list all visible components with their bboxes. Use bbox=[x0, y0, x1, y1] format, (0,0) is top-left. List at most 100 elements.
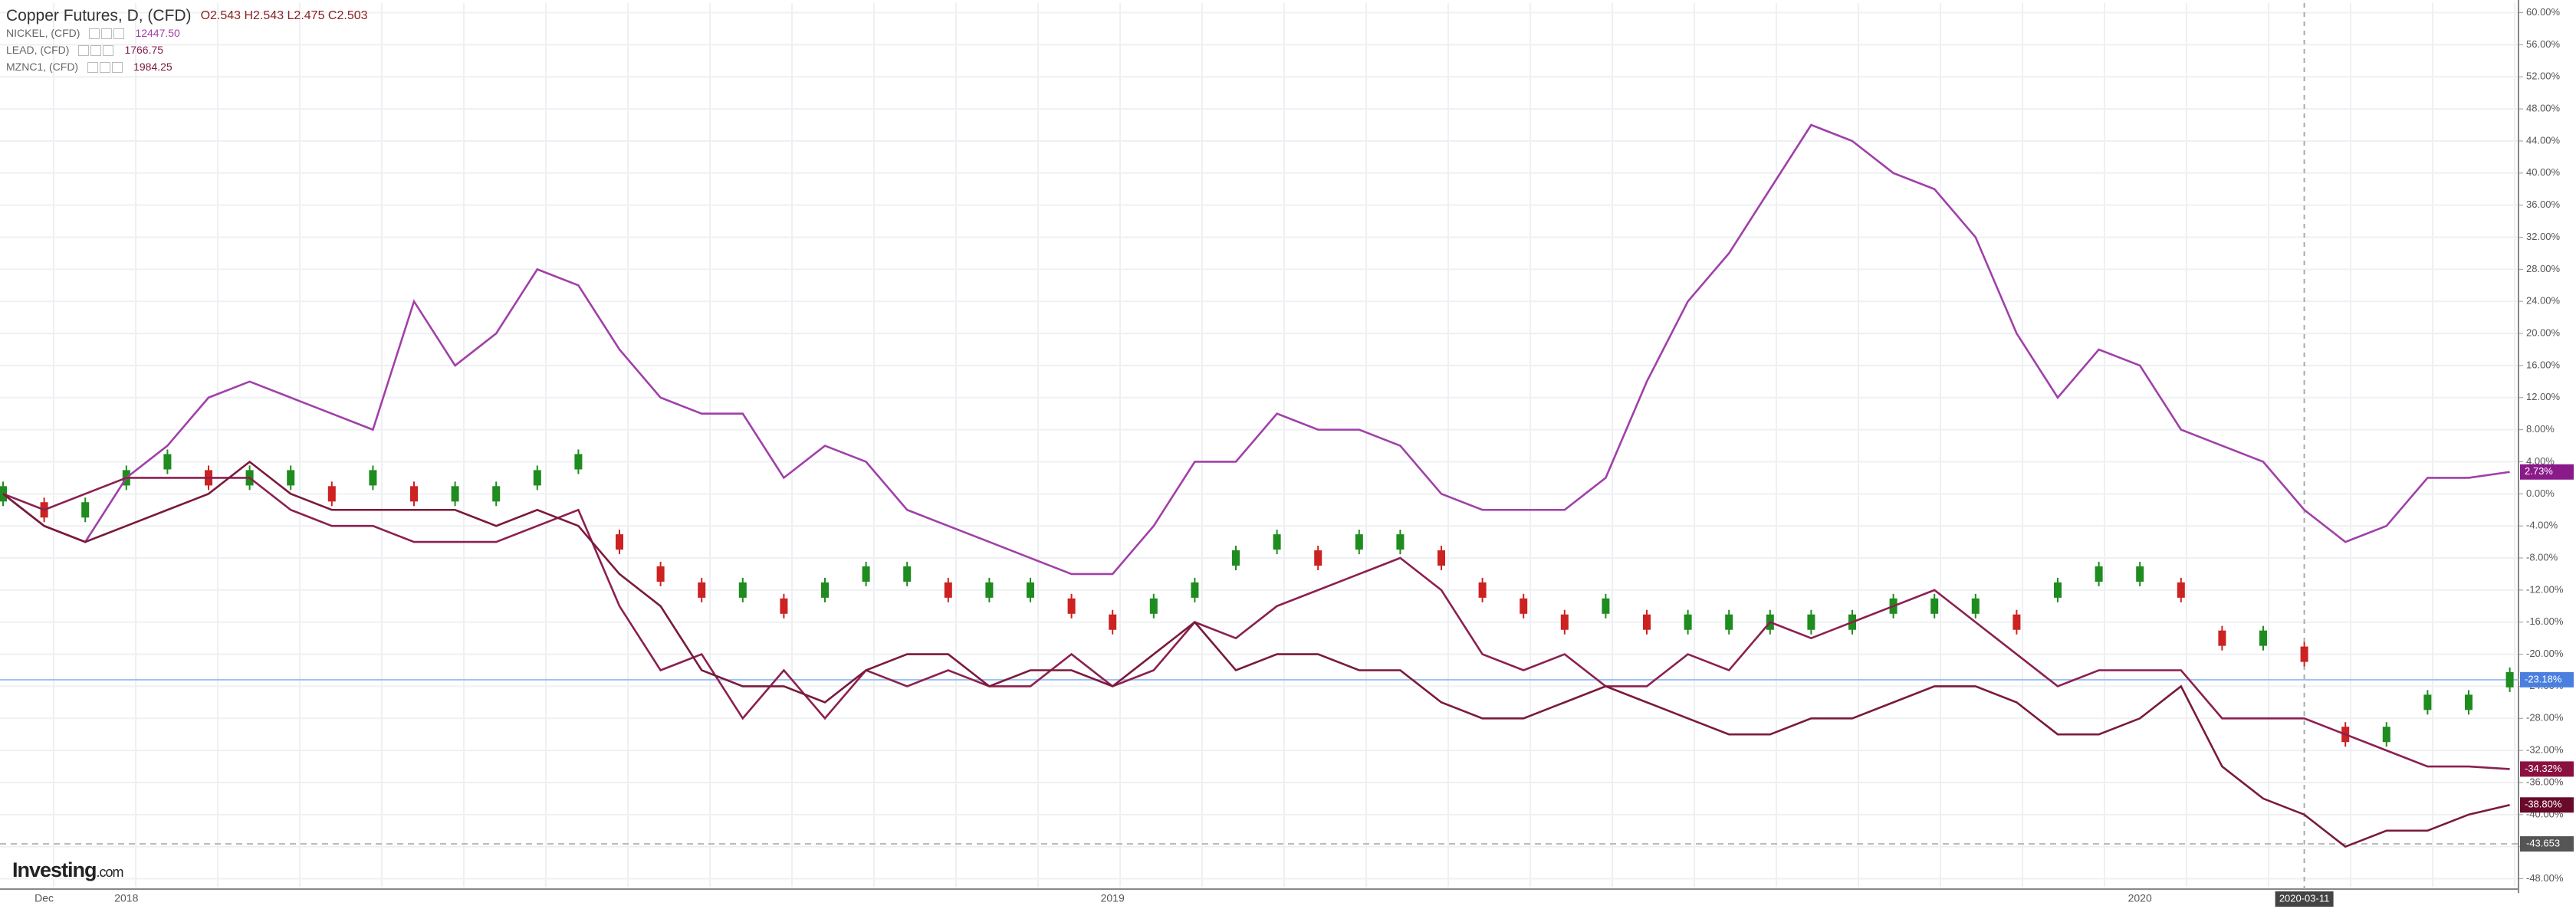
candle bbox=[327, 481, 336, 507]
candle-body bbox=[1438, 550, 1445, 566]
y-tick-label: 52.00% bbox=[2526, 71, 2561, 82]
legend-buttons bbox=[87, 58, 124, 75]
candle-body bbox=[1807, 614, 1815, 630]
candle-body bbox=[163, 454, 172, 470]
candle-body bbox=[862, 566, 870, 582]
candle-body bbox=[2054, 582, 2062, 598]
y-tick-label: 24.00% bbox=[2526, 295, 2561, 307]
candle-body bbox=[2259, 630, 2267, 646]
y-tick-label: 32.00% bbox=[2526, 231, 2561, 242]
legend-button[interactable] bbox=[89, 28, 100, 40]
candle-body bbox=[944, 582, 952, 598]
candle bbox=[410, 481, 418, 507]
y-tick-label: 8.00% bbox=[2526, 423, 2555, 435]
y-tick-label: 4.00% bbox=[2526, 455, 2555, 467]
candle-body bbox=[369, 470, 377, 486]
y-tick-label: 0.00% bbox=[2526, 487, 2555, 499]
candle bbox=[738, 577, 747, 602]
legend-button[interactable] bbox=[101, 28, 113, 40]
y-tick-label: -48.00% bbox=[2526, 872, 2564, 884]
series-line bbox=[2, 477, 2510, 770]
candle bbox=[2259, 625, 2267, 651]
legend-button[interactable] bbox=[112, 62, 123, 74]
candle bbox=[451, 481, 459, 507]
candle-body bbox=[985, 582, 994, 598]
y-tick-label: -32.00% bbox=[2526, 744, 2564, 756]
legend-buttons bbox=[89, 25, 126, 41]
candle bbox=[1684, 609, 1692, 635]
candle bbox=[1027, 577, 1034, 602]
y-tick-label: -8.00% bbox=[2526, 551, 2558, 563]
series-line bbox=[2, 123, 2510, 576]
y-tick-label: 56.00% bbox=[2526, 38, 2561, 50]
candle bbox=[2136, 561, 2144, 586]
y-tick-label: -16.00% bbox=[2526, 615, 2564, 627]
candle bbox=[616, 530, 623, 555]
candle bbox=[1355, 530, 1363, 555]
candle-body bbox=[2505, 671, 2514, 687]
legend-button[interactable] bbox=[103, 45, 114, 57]
candle bbox=[862, 561, 870, 586]
candle-body bbox=[2300, 646, 2308, 662]
candle bbox=[1725, 609, 1733, 635]
last-label: -38.80% bbox=[2525, 799, 2562, 810]
candle-body bbox=[616, 534, 623, 550]
y-tick-label: 20.00% bbox=[2526, 327, 2561, 339]
candle bbox=[821, 577, 829, 602]
candle-body bbox=[698, 582, 706, 598]
candle-body bbox=[2423, 694, 2432, 710]
candle bbox=[1971, 593, 1980, 619]
candle bbox=[656, 561, 665, 586]
candle-body bbox=[1314, 550, 1322, 566]
candle bbox=[533, 465, 541, 491]
legend-button[interactable] bbox=[100, 62, 111, 74]
logo: Investing.com bbox=[12, 858, 124, 882]
last-label: -23.18% bbox=[2525, 673, 2562, 684]
candle bbox=[574, 449, 583, 474]
y-tick-label: -28.00% bbox=[2526, 712, 2564, 724]
candle bbox=[163, 449, 172, 474]
candle bbox=[1520, 593, 1528, 619]
ref-label: -43.653 bbox=[2526, 837, 2560, 848]
candle-body bbox=[2218, 630, 2226, 646]
last-label-bg bbox=[2520, 761, 2574, 777]
candle bbox=[985, 577, 994, 602]
legend-price: 1766.75 bbox=[124, 44, 164, 56]
candle-body bbox=[1149, 598, 1158, 614]
candle bbox=[2177, 577, 2185, 602]
candle-body bbox=[1232, 550, 1240, 566]
candle-body bbox=[2013, 614, 2021, 630]
candle-body bbox=[1191, 582, 1199, 598]
legend-button[interactable] bbox=[113, 28, 125, 40]
candle-body bbox=[2136, 566, 2144, 582]
candle bbox=[780, 593, 788, 619]
candle bbox=[1067, 593, 1076, 619]
legend-name: LEAD, (CFD) bbox=[6, 44, 70, 56]
legend-button[interactable] bbox=[78, 45, 90, 57]
candle-body bbox=[2095, 566, 2103, 582]
candle-body bbox=[1971, 598, 1980, 614]
legend-price: 12447.50 bbox=[135, 27, 180, 39]
candle bbox=[2095, 561, 2103, 586]
candle-body bbox=[1067, 598, 1076, 614]
candle-body bbox=[1725, 614, 1733, 630]
candle-body bbox=[287, 470, 295, 486]
legend-button[interactable] bbox=[87, 62, 99, 74]
candle-body bbox=[1520, 598, 1528, 614]
legend-button[interactable] bbox=[90, 45, 102, 57]
legend-name: MZNC1, (CFD) bbox=[6, 61, 79, 73]
ref-label-bg bbox=[2520, 836, 2574, 852]
candle-body bbox=[451, 486, 459, 502]
y-tick-label: -12.00% bbox=[2526, 583, 2564, 595]
series-line bbox=[2, 460, 2510, 848]
candle bbox=[2300, 642, 2308, 667]
candle-body bbox=[1684, 614, 1692, 630]
candle-body bbox=[780, 598, 788, 614]
candle bbox=[1643, 609, 1651, 635]
candle-body bbox=[2177, 582, 2185, 598]
candle bbox=[1232, 546, 1240, 571]
legend-price: 1984.25 bbox=[133, 61, 172, 73]
last-label-bg bbox=[2520, 671, 2574, 687]
candle bbox=[1149, 593, 1158, 619]
x-tick-label: 2018 bbox=[114, 892, 138, 904]
